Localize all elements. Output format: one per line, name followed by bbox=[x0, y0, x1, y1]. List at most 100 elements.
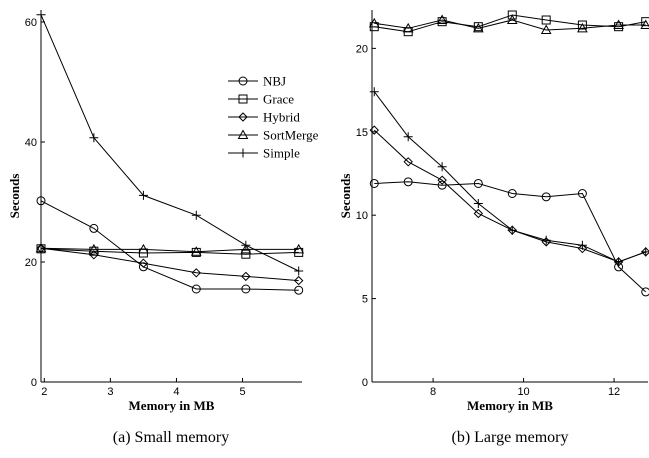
data-point-hybrid bbox=[241, 271, 251, 282]
series-grace bbox=[36, 244, 304, 259]
data-point-nbj bbox=[577, 188, 587, 198]
data-point-nbj bbox=[403, 177, 413, 187]
data-point-simple bbox=[437, 162, 447, 172]
data-point-grace bbox=[541, 15, 551, 25]
data-point-nbj bbox=[507, 188, 517, 198]
series-nbj bbox=[36, 196, 304, 295]
series-sortmerge bbox=[368, 14, 649, 35]
legend-label: SortMerge bbox=[263, 128, 319, 143]
data-point-grace bbox=[577, 20, 587, 30]
series-simple bbox=[369, 87, 649, 267]
y-tick-label: 10 bbox=[356, 210, 368, 222]
series-line-simple bbox=[40, 14, 299, 272]
chart-caption: (b) Large memory bbox=[452, 429, 569, 446]
legend-label: Hybrid bbox=[263, 110, 300, 125]
y-tick-label: 15 bbox=[356, 127, 368, 139]
y-tick-label: 20 bbox=[25, 257, 37, 269]
data-point-grace bbox=[191, 247, 201, 257]
data-point-simple bbox=[294, 266, 304, 276]
data-point-sortmerge bbox=[640, 19, 649, 30]
data-point-hybrid bbox=[577, 243, 588, 254]
y-tick-label: 5 bbox=[362, 294, 368, 306]
data-point-sortmerge bbox=[138, 243, 149, 254]
data-point-nbj bbox=[89, 223, 99, 233]
data-point-hybrid bbox=[191, 268, 201, 278]
x-tick-label: 4 bbox=[173, 386, 179, 398]
x-axis-label: Memory in MB bbox=[467, 398, 553, 413]
data-point-simple bbox=[36, 10, 46, 20]
data-point-nbj bbox=[369, 178, 379, 188]
legend-marker-circle-icon bbox=[238, 76, 248, 86]
data-point-nbj bbox=[294, 285, 304, 295]
legend-label: Grace bbox=[263, 92, 294, 107]
series-line-simple bbox=[373, 91, 646, 263]
data-point-grace bbox=[473, 22, 483, 32]
x-tick-label: 2 bbox=[41, 386, 47, 398]
data-point-sortmerge bbox=[368, 17, 380, 28]
data-point-nbj bbox=[541, 192, 551, 202]
y-tick-label: 0 bbox=[31, 377, 37, 389]
legend-marker-triangle-icon bbox=[237, 129, 249, 139]
y-tick-label: 20 bbox=[356, 43, 368, 55]
data-point-hybrid bbox=[403, 157, 413, 167]
chart-caption: (a) Small memory bbox=[113, 429, 229, 446]
legend-label: Simple bbox=[263, 146, 300, 161]
data-point-sortmerge bbox=[577, 22, 588, 33]
data-point-sortmerge bbox=[190, 246, 202, 256]
legend-item-nbj: NBJ bbox=[228, 74, 286, 89]
x-axis-label: Memory in MB bbox=[129, 398, 215, 413]
data-point-simple bbox=[473, 199, 483, 209]
y-axis-label: Seconds bbox=[7, 174, 22, 219]
data-point-grace bbox=[241, 249, 251, 259]
y-tick-label: 60 bbox=[25, 17, 37, 29]
y-tick-label: 0 bbox=[362, 377, 368, 389]
data-point-nbj bbox=[191, 284, 201, 294]
data-point-simple bbox=[191, 210, 201, 220]
y-axis-label: Seconds bbox=[338, 174, 353, 219]
series-line-sortmerge bbox=[40, 247, 299, 253]
data-point-hybrid bbox=[473, 208, 484, 219]
legend-item-hybrid: Hybrid bbox=[228, 110, 300, 125]
data-point-nbj bbox=[36, 196, 46, 206]
data-point-nbj bbox=[241, 284, 251, 294]
data-point-simple bbox=[138, 190, 148, 200]
series-line-nbj bbox=[40, 200, 299, 291]
data-point-grace bbox=[641, 17, 649, 27]
data-point-sortmerge bbox=[402, 22, 414, 33]
series-hybrid bbox=[36, 243, 304, 286]
data-point-simple bbox=[577, 240, 587, 250]
data-point-simple bbox=[89, 133, 99, 143]
legend-item-grace: Grace bbox=[228, 92, 294, 107]
x-tick-label: 3 bbox=[107, 386, 113, 398]
data-point-hybrid bbox=[293, 275, 304, 286]
data-point-hybrid bbox=[89, 250, 99, 260]
legend-label: NBJ bbox=[263, 74, 286, 89]
series-nbj bbox=[369, 177, 649, 297]
x-tick-label: 8 bbox=[430, 386, 436, 398]
data-point-nbj bbox=[641, 287, 649, 297]
data-point-simple bbox=[507, 225, 517, 235]
data-point-hybrid bbox=[369, 125, 379, 135]
legend-marker-diamond-icon bbox=[238, 112, 248, 122]
legend: NBJ Grace Hybrid SortMerge Simple bbox=[228, 74, 319, 161]
y-tick-label: 40 bbox=[25, 137, 37, 149]
data-point-sortmerge bbox=[613, 19, 624, 30]
series-line-nbj bbox=[374, 181, 647, 293]
data-point-hybrid bbox=[437, 175, 447, 185]
data-point-sortmerge bbox=[472, 22, 484, 33]
data-point-hybrid bbox=[138, 258, 149, 268]
data-point-sortmerge bbox=[88, 243, 100, 254]
data-point-nbj bbox=[437, 180, 447, 190]
series-line-hybrid bbox=[40, 247, 299, 282]
legend-marker-plus-icon bbox=[238, 148, 248, 158]
data-point-nbj bbox=[473, 178, 483, 188]
legend-item-simple: Simple bbox=[228, 146, 300, 161]
series-line-hybrid bbox=[373, 129, 646, 263]
data-point-simple bbox=[614, 257, 624, 267]
x-tick-label: 10 bbox=[517, 386, 529, 398]
series-line-sortmerge bbox=[374, 19, 646, 31]
chart-large-memory: 0 5 10 15 20 8 10 12 Memory in MB Seconds (b) Larg… bbox=[338, 10, 649, 446]
data-point-simple bbox=[241, 240, 251, 250]
legend-item-sortmerge: SortMerge bbox=[228, 128, 319, 143]
